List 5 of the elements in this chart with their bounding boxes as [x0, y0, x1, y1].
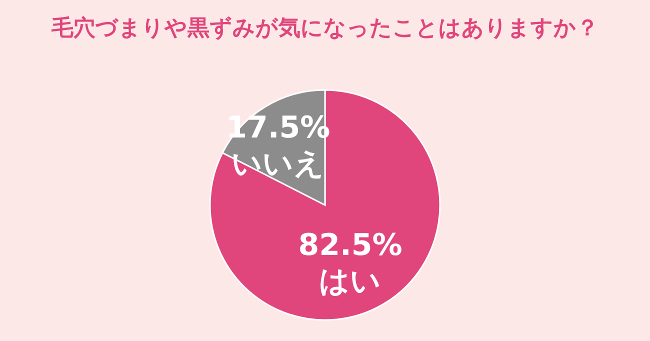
pie-slice [209, 89, 441, 321]
data-label: 82.5% [298, 228, 402, 264]
slice-label: いいえ [232, 146, 325, 182]
chart-title: 毛穴づまりや黒ずみが気になったことはありますか？ [50, 15, 598, 41]
slice-label: はい [319, 264, 382, 300]
